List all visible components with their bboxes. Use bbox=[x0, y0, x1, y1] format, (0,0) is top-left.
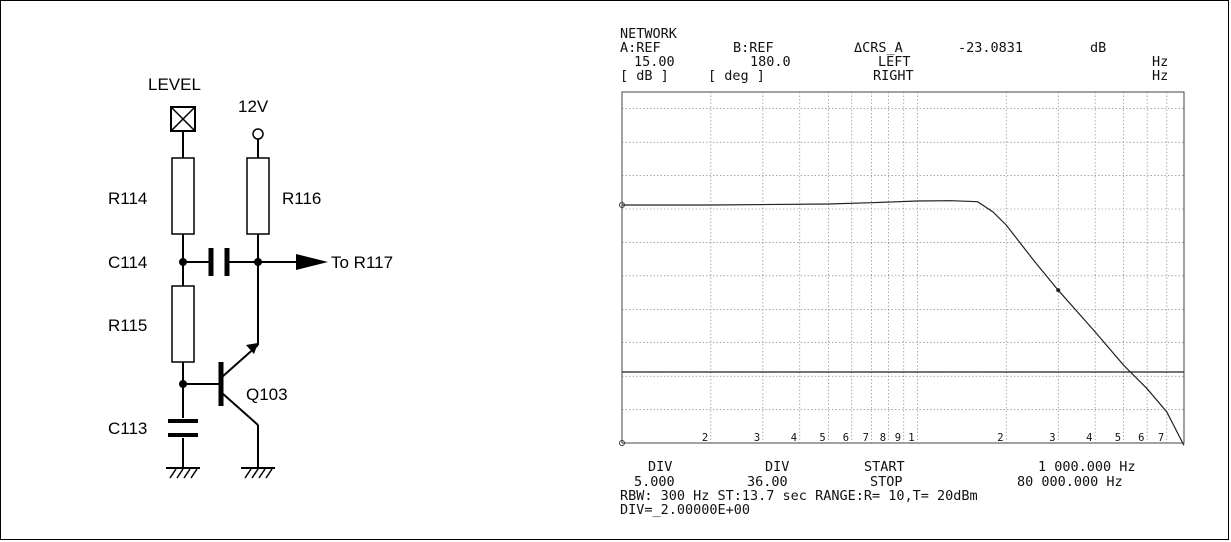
cursor-label: ΔCRS_A bbox=[854, 40, 903, 56]
x-tick-label: 8 bbox=[880, 432, 886, 444]
x-tick-label: 4 bbox=[791, 432, 797, 444]
start-label: START bbox=[864, 459, 905, 475]
level-label: LEVEL bbox=[148, 75, 201, 94]
a-units: [ dB ] bbox=[620, 68, 669, 84]
div-a-value: 5.000 bbox=[634, 474, 675, 490]
magnitude-trace bbox=[622, 200, 1185, 446]
x-tick-label: 6 bbox=[1138, 432, 1144, 444]
cursor-marker bbox=[1056, 288, 1061, 293]
div-b-label: DIV bbox=[765, 459, 789, 475]
vertical-gridlines bbox=[710, 92, 1168, 443]
c114-label: C114 bbox=[108, 253, 147, 272]
traces bbox=[622, 200, 1185, 446]
r115-label: R115 bbox=[108, 316, 147, 335]
x-tick-label: 3 bbox=[1049, 432, 1055, 444]
div-b-value: 36.00 bbox=[747, 474, 788, 490]
b-ref-label: B:REF bbox=[733, 40, 774, 56]
c113-label: C113 bbox=[108, 419, 147, 438]
supply-terminal-icon bbox=[252, 128, 264, 140]
r116-resistor bbox=[246, 157, 270, 235]
analyzer-mode: NETWORK bbox=[620, 26, 678, 42]
x-tick-label: 5 bbox=[1115, 432, 1121, 444]
r115-resistor bbox=[171, 285, 195, 363]
schematic bbox=[166, 106, 328, 479]
right-label: RIGHT bbox=[873, 68, 914, 84]
plot-border bbox=[621, 91, 1185, 444]
supply-label: 12V bbox=[238, 97, 269, 116]
output-arrow-icon bbox=[296, 254, 328, 270]
div-a-label: DIV bbox=[648, 459, 672, 475]
q103-label: Q103 bbox=[246, 385, 288, 404]
ref-marker-a bbox=[619, 202, 625, 208]
r116-label: R116 bbox=[282, 189, 321, 208]
left-label: LEFT bbox=[878, 54, 911, 70]
x-tick-label: 2 bbox=[702, 432, 708, 444]
div-line: DIV=_2.00000E+00 bbox=[620, 502, 750, 518]
output-label: To R117 bbox=[331, 253, 393, 272]
a-ref-value: 15.00 bbox=[634, 54, 675, 70]
stop-value: 80 000.000 Hz bbox=[1017, 474, 1123, 490]
x-tick-label: 3 bbox=[754, 432, 760, 444]
rbw-line: RBW: 300 Hz ST:13.7 sec RANGE:R= 10,T= 2… bbox=[620, 488, 978, 504]
x-tick-label: 9 bbox=[895, 432, 901, 444]
x-tick-label: 7 bbox=[863, 432, 869, 444]
hz-top-label: Hz bbox=[1152, 54, 1168, 70]
start-value: 1 000.000 Hz bbox=[1038, 459, 1136, 475]
b-units: [ deg ] bbox=[708, 68, 765, 84]
hz-bottom-label: Hz bbox=[1152, 68, 1168, 84]
stop-label: STOP bbox=[870, 474, 903, 490]
a-ref-label: A:REF bbox=[620, 40, 661, 56]
x-tick-label: 2 bbox=[997, 432, 1003, 444]
cursor-unit: dB bbox=[1090, 40, 1106, 56]
b-ref-value: 180.0 bbox=[750, 54, 791, 70]
x-tick-label: 1 bbox=[908, 432, 914, 444]
horizontal-gridlines bbox=[622, 108, 1184, 410]
cursor-value: -23.0831 bbox=[958, 40, 1023, 56]
r114-label: R114 bbox=[108, 189, 147, 208]
x-tick-label: 4 bbox=[1086, 432, 1092, 444]
x-tick-label: 7 bbox=[1158, 432, 1164, 444]
x-tick-label: 5 bbox=[819, 432, 825, 444]
x-tick-label: 6 bbox=[843, 432, 849, 444]
r114-resistor bbox=[171, 157, 195, 235]
ref-marker-b bbox=[619, 440, 625, 446]
